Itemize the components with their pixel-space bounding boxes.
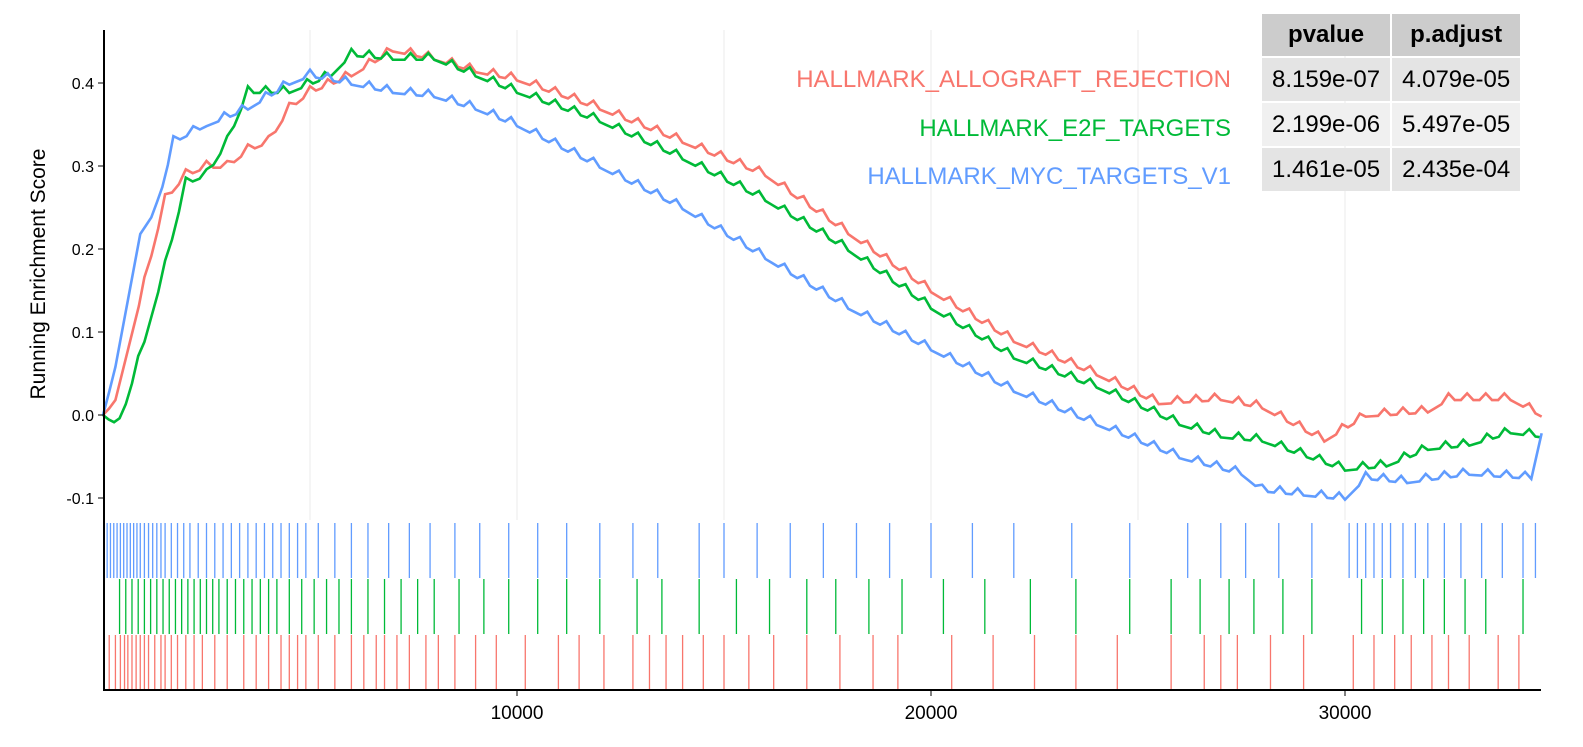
pvalue-cell: 2.199e-06 [1262,103,1391,146]
legend-label-myc: HALLMARK_MYC_TARGETS_V1 [867,163,1231,190]
y-tick-label: 0.2 [72,242,94,259]
table-row: 8.159e-07 4.079e-05 [1262,58,1521,101]
table-row: 1.461e-05 2.435e-04 [1262,148,1521,191]
padjust-cell: 5.497e-05 [1392,103,1521,146]
es-lines [101,46,1543,502]
table-row: 2.199e-06 5.497e-05 [1262,103,1521,146]
axis-ticks: 10000 20000 30000 -0.1 0.0 0.1 0.2 0.3 0.4 [66,76,1371,724]
es-line-1 [102,46,1542,472]
x-tick-label: 20000 [905,703,958,724]
hit-rugs [106,523,1537,690]
y-axis-label: Running Enrichment Score [27,149,50,400]
header-pvalue: pvalue [1262,14,1391,56]
es-line-0 [102,46,1543,444]
x-tick-label: 10000 [491,703,544,724]
legend-label-e2f: HALLMARK_E2F_TARGETS [919,115,1231,142]
pvalue-cell: 1.461e-05 [1262,148,1391,191]
y-tick-label: 0.1 [72,325,94,342]
pvalue-cell: 8.159e-07 [1262,58,1391,101]
x-tick-label: 30000 [1319,703,1372,724]
y-tick-label: 0.0 [72,408,94,425]
y-tick-label: 0.3 [72,159,94,176]
header-padjust: p.adjust [1392,14,1521,56]
padjust-cell: 4.079e-05 [1392,58,1521,101]
y-tick-label: 0.4 [72,76,94,93]
legend-label-allograft: HALLMARK_ALLOGRAFT_REJECTION [796,66,1231,93]
es-line-2 [101,67,1543,502]
padjust-cell: 2.435e-04 [1392,148,1521,191]
pvalue-table: pvalue p.adjust 8.159e-07 4.079e-05 2.199e… [1260,12,1522,193]
y-tick-label: -0.1 [66,491,94,508]
